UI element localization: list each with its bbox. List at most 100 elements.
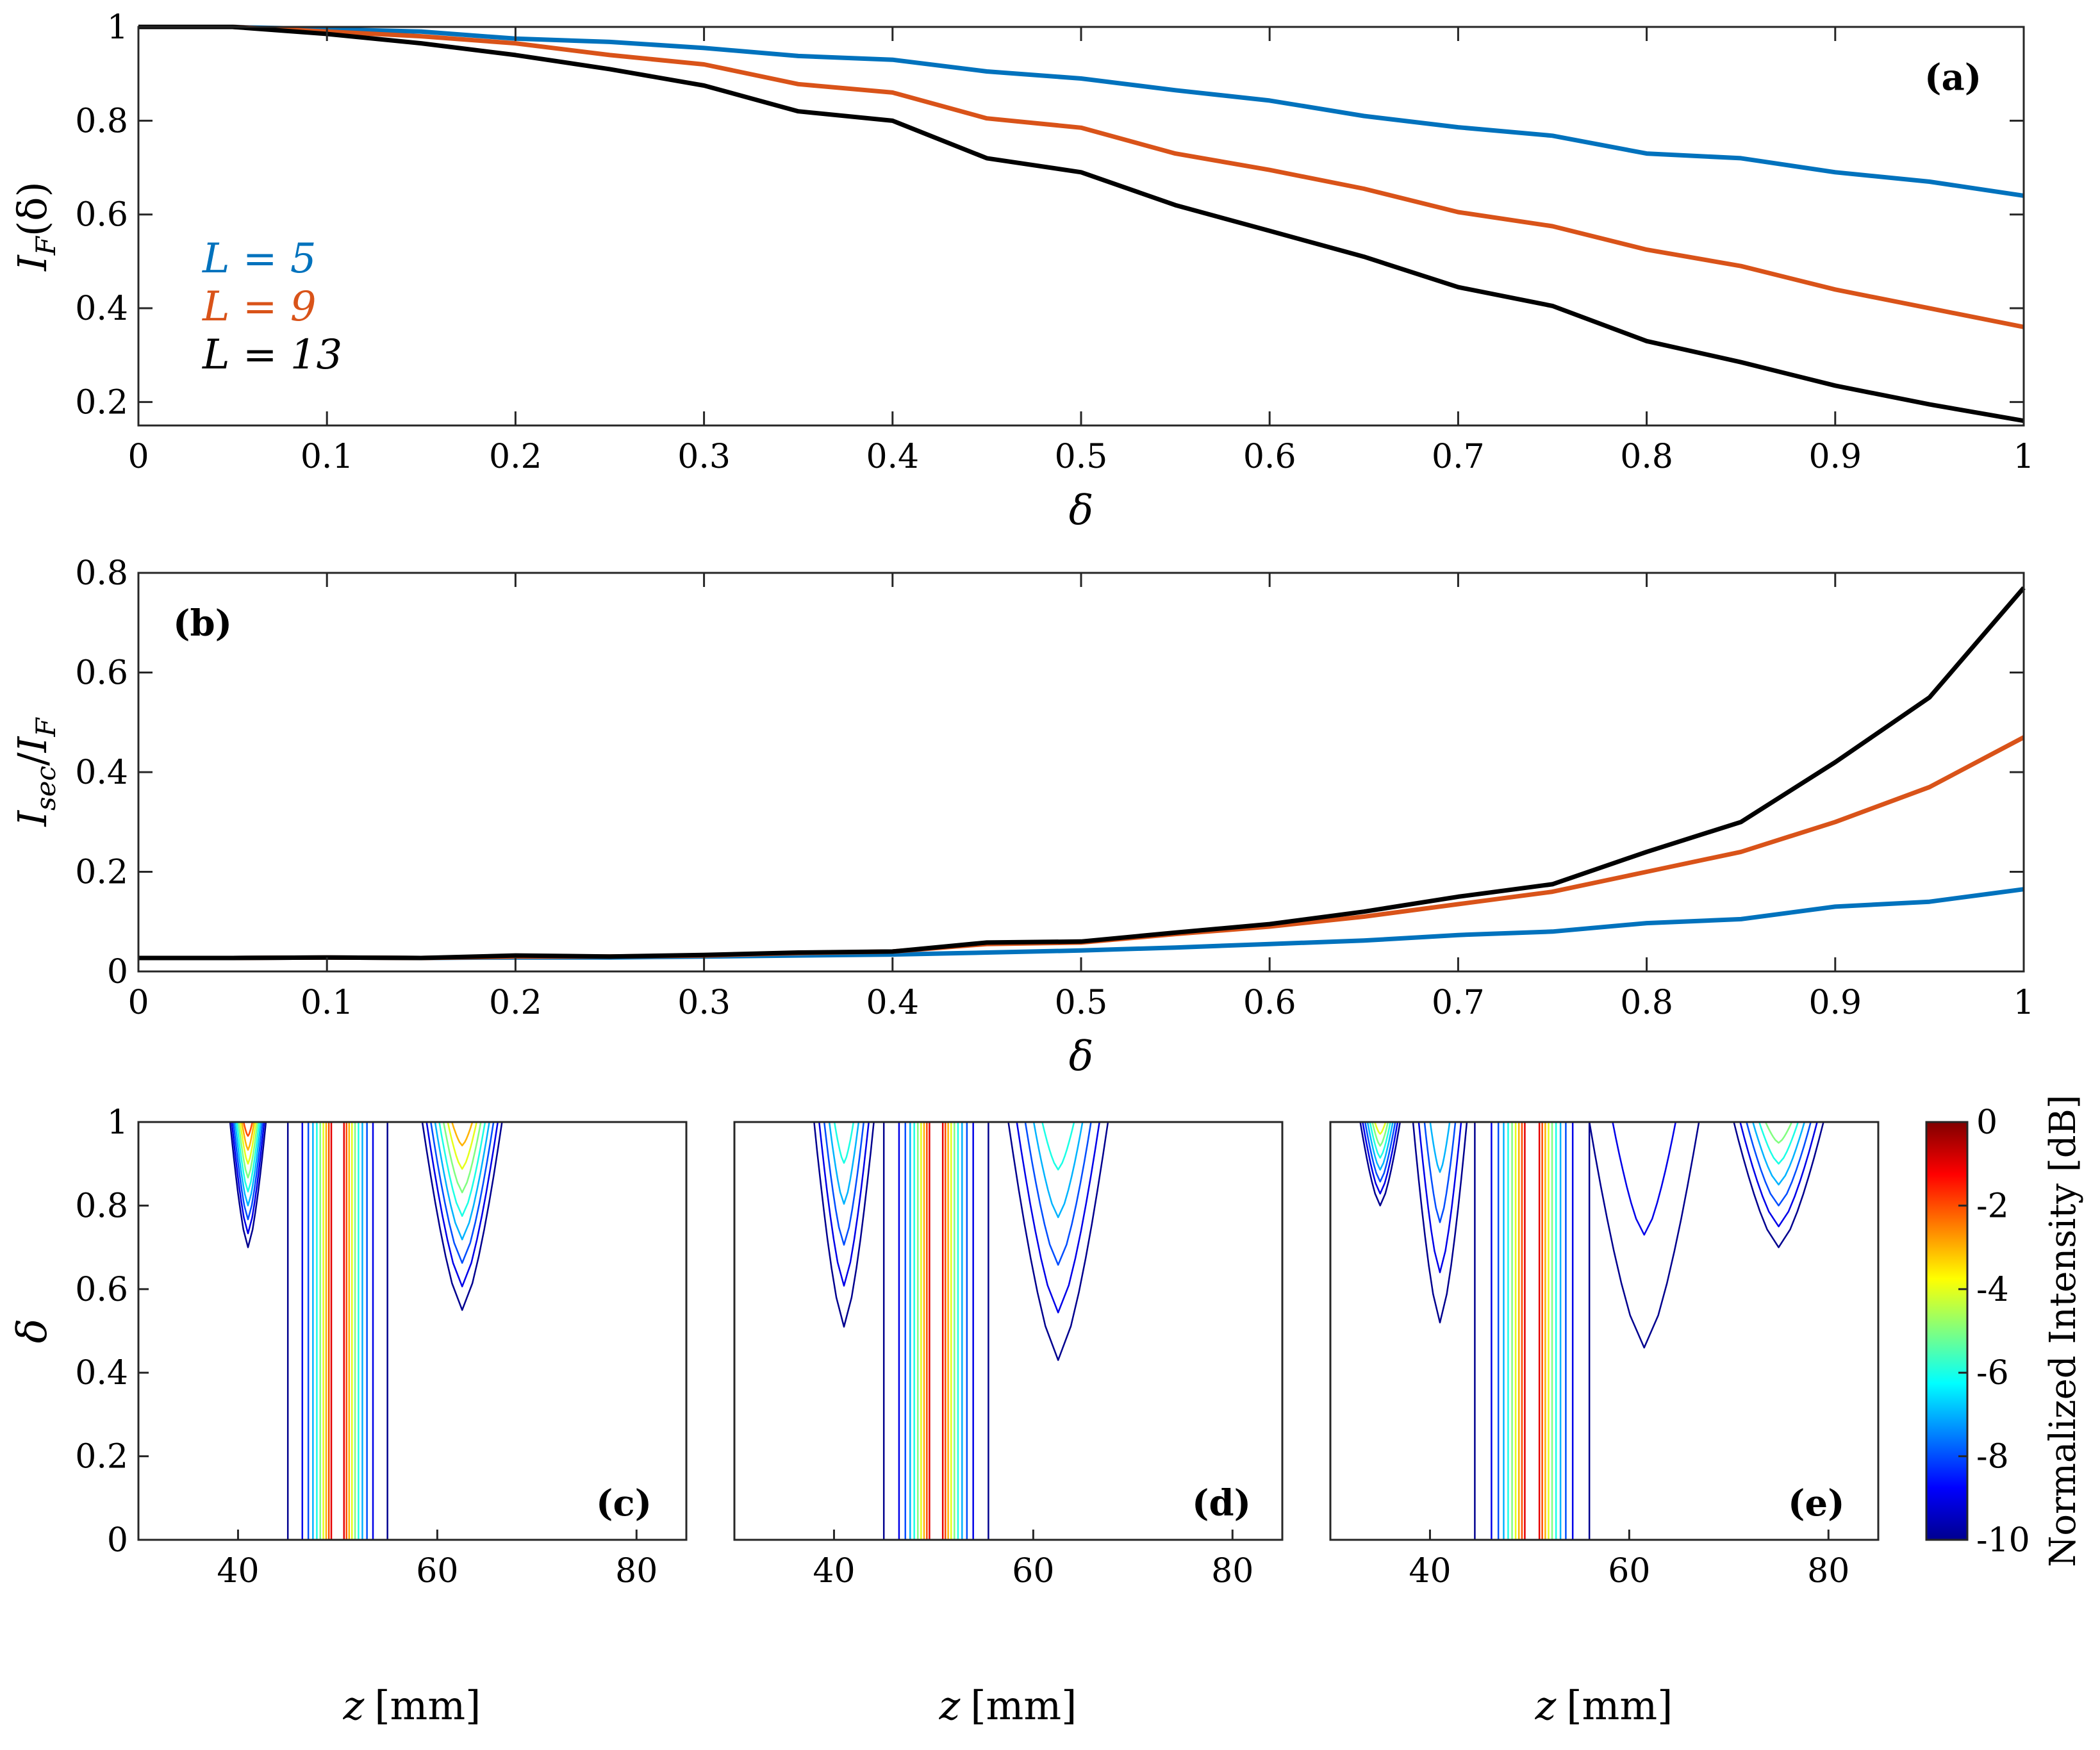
panel-b-xlabel: δ bbox=[1069, 1033, 1094, 1080]
colorbar: 0 -2 -4 -6 -8 -10 Normalized Intensity [dB] bbox=[1925, 1094, 2084, 1567]
panel-b-ytick-label: 0.8 bbox=[75, 554, 128, 593]
panel-b-ylabel-slash: / bbox=[9, 752, 56, 766]
panel-e: 40 60 80 (e) z [mm] bbox=[1329, 1121, 1880, 1729]
panel-b-series-l13 bbox=[138, 586, 2026, 961]
panel-c-sidelobe-0-contour bbox=[239, 1121, 257, 1165]
panel-c-sidelobe-0-contour bbox=[233, 1121, 263, 1221]
legend-entry-l5: L = 5 bbox=[202, 235, 317, 283]
panel-d-xlabel-var: z bbox=[939, 1682, 961, 1729]
panel-d-sidelobe-1-contour bbox=[1032, 1121, 1084, 1218]
panel-a-xtick-label: 0.5 bbox=[1055, 438, 1108, 476]
panel-d-axes-box bbox=[733, 1121, 1284, 1541]
legend-entry-l9: L = 9 bbox=[202, 283, 317, 331]
panel-a-xtick-label: 0.6 bbox=[1243, 438, 1296, 476]
panel-c-ytick-label: 0 bbox=[107, 1521, 128, 1560]
panel-a-series-l13 bbox=[138, 24, 2024, 424]
panel-a-series-l9 bbox=[138, 24, 2024, 329]
panel-e-xlabel: z [mm] bbox=[1535, 1682, 1673, 1729]
panel-a-xtick-label: 0.7 bbox=[1432, 438, 1485, 476]
panel-c-sidelobe-1-contour bbox=[434, 1121, 490, 1241]
panel-c-label: (c) bbox=[596, 1482, 652, 1524]
panel-e-sidelobe-0-contour bbox=[1359, 1121, 1401, 1207]
panel-a-xtick-label: 1 bbox=[2013, 438, 2034, 476]
panel-c-sidelobe-0-contour bbox=[241, 1121, 255, 1151]
panel-b-ytick-label: 0 bbox=[107, 953, 128, 991]
panel-c-sidelobe-1-contour bbox=[421, 1121, 503, 1311]
panel-b-ylabel-main1: I bbox=[9, 809, 56, 827]
colorbar-tick-label: -10 bbox=[1976, 1521, 2030, 1560]
panel-e-sidelobe-3-contour bbox=[1733, 1121, 1824, 1248]
colorbar-tick-label: 0 bbox=[1976, 1103, 1997, 1142]
colorbar-label: Normalized Intensity [dB] bbox=[2042, 1094, 2084, 1567]
panel-d-xtick-label: 60 bbox=[1012, 1552, 1054, 1590]
panel-b: 0 0.1 0.2 0.3 0.4 0.5 0.6 0.7 0.8 0.9 1 0 0.2 0.4 0.6 0… bbox=[9, 554, 2035, 1080]
legend: L = 5 L = 9 L = 13 bbox=[202, 235, 342, 379]
panel-c-ytick-label: 1 bbox=[107, 1103, 128, 1142]
panel-b-series-l9 bbox=[138, 735, 2025, 961]
panel-c-xtick-label: 80 bbox=[615, 1552, 657, 1590]
panel-e-sidelobe-2-contour bbox=[1612, 1121, 1677, 1236]
panel-a-ylabel-main: I bbox=[9, 254, 56, 272]
panel-b-ylabel-main2: I bbox=[9, 736, 56, 753]
panel-a-axes-box bbox=[137, 26, 2025, 427]
colorbar-tick-label: -6 bbox=[1976, 1354, 2009, 1392]
panel-e-sidelobe-1-contour bbox=[1418, 1121, 1462, 1273]
panel-b-series-l5 bbox=[138, 887, 2024, 961]
panel-c-sidelobe-1-contour bbox=[442, 1121, 482, 1194]
panel-b-ytick-label: 0.6 bbox=[75, 654, 128, 693]
panel-e-axes-box bbox=[1329, 1121, 1880, 1541]
panel-b-label: (b) bbox=[173, 602, 232, 645]
panel-a-ytick-label: 0.4 bbox=[75, 290, 128, 328]
panel-c-xtick-label: 60 bbox=[416, 1552, 458, 1590]
panel-a-xtick-label: 0.8 bbox=[1620, 438, 1673, 476]
panel-c-axes-box bbox=[137, 1121, 688, 1541]
panel-e-sidelobe-0-contour bbox=[1362, 1121, 1399, 1195]
panel-a-ylabel-sub: F bbox=[30, 235, 62, 256]
panel-a: 0 0.1 0.2 0.3 0.4 0.5 0.6 0.7 0.8 0.9 1 0.2 0.4 0.6 0.… bbox=[9, 8, 2035, 534]
legend-entry-l13: L = 13 bbox=[202, 331, 342, 379]
panel-d-sidelobe-1-contour bbox=[1041, 1121, 1075, 1171]
panel-d-sidelobe-0-contour bbox=[813, 1121, 875, 1328]
panel-d-sidelobe-0-contour bbox=[818, 1121, 870, 1287]
panel-e-xlabel-unit: [mm] bbox=[1566, 1682, 1673, 1729]
panel-a-xtick-label: 0.4 bbox=[866, 438, 919, 476]
panel-e-sidelobe-2-contour bbox=[1588, 1121, 1700, 1349]
panel-b-axes-box bbox=[137, 572, 2025, 973]
panel-c-xtick-label: 40 bbox=[217, 1552, 259, 1590]
panel-c-xlabel-unit: [mm] bbox=[374, 1682, 481, 1729]
panel-b-xtick-label: 0.9 bbox=[1808, 984, 1862, 1022]
panel-d: 40 60 80 (d) z [mm] bbox=[733, 1121, 1284, 1729]
panel-e-label: (e) bbox=[1788, 1482, 1845, 1524]
panel-b-xtick-label: 0.2 bbox=[489, 984, 542, 1022]
panel-e-sidelobe-1-contour bbox=[1429, 1121, 1451, 1173]
panel-c-sidelobe-1-contour bbox=[438, 1121, 486, 1217]
panel-d-sidelobe-1-contour bbox=[1016, 1121, 1100, 1314]
panel-a-xtick-label: 0.3 bbox=[677, 438, 731, 476]
panel-b-xtick-label: 0 bbox=[128, 984, 149, 1022]
panel-b-xtick-label: 0.1 bbox=[301, 984, 354, 1022]
panel-a-ytick-label: 1 bbox=[107, 8, 128, 47]
panel-e-xtick-label: 80 bbox=[1807, 1552, 1849, 1590]
panel-e-xtick-label: 40 bbox=[1409, 1552, 1451, 1590]
panel-e-sidelobe-0-contour bbox=[1364, 1121, 1396, 1183]
panel-d-sidelobe-1-contour bbox=[1024, 1121, 1092, 1266]
panel-d-sidelobe-0-contour bbox=[823, 1121, 865, 1246]
panel-e-sidelobe-3-contour bbox=[1746, 1121, 1812, 1207]
panel-c-ylabel: δ bbox=[9, 1319, 56, 1344]
panel-c-sidelobe-0-contour bbox=[242, 1121, 254, 1137]
panel-c-xlabel: z [mm] bbox=[343, 1682, 481, 1729]
panel-c-ytick-label: 0.4 bbox=[75, 1354, 128, 1392]
panel-c-sidelobe-0-contour bbox=[231, 1121, 265, 1235]
panel-b-xtick-label: 0.4 bbox=[866, 984, 919, 1022]
panel-c-sidelobe-0-contour bbox=[234, 1121, 262, 1207]
panel-b-xtick-label: 0.7 bbox=[1432, 984, 1485, 1022]
panel-a-xtick-label: 0.1 bbox=[301, 438, 354, 476]
panel-a-xtick-label: 0 bbox=[128, 438, 149, 476]
panel-c-sidelobe-0-contour bbox=[236, 1121, 260, 1193]
panel-d-xlabel-unit: [mm] bbox=[970, 1682, 1077, 1729]
panel-b-xtick-label: 0.5 bbox=[1055, 984, 1108, 1022]
panel-e-sidelobe-3-contour bbox=[1764, 1121, 1793, 1144]
panel-b-ylabel-sub2: F bbox=[30, 717, 62, 738]
panel-e-sidelobe-0-contour bbox=[1374, 1121, 1387, 1135]
